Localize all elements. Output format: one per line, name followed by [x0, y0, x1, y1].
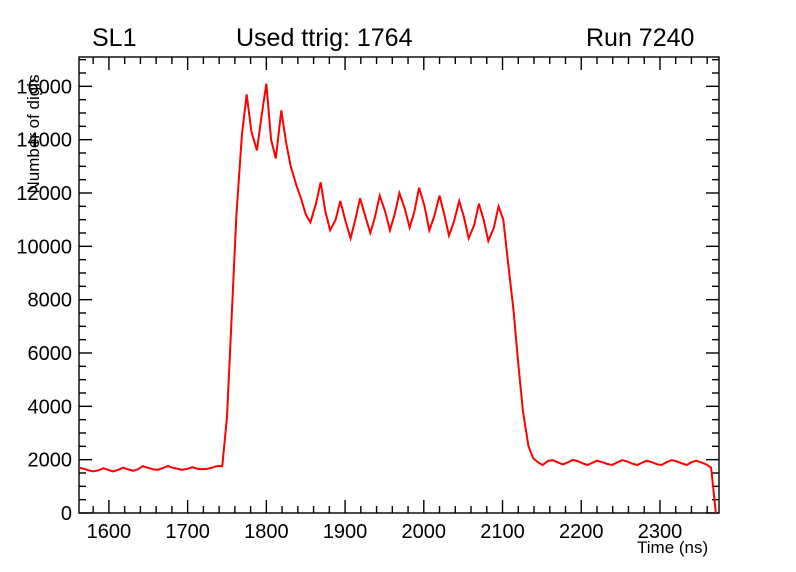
- svg-text:2000: 2000: [28, 450, 73, 472]
- data-series-digis: [78, 83, 717, 514]
- svg-text:2000: 2000: [402, 521, 447, 543]
- svg-text:4000: 4000: [28, 396, 73, 418]
- svg-text:2100: 2100: [480, 521, 525, 543]
- svg-text:0: 0: [61, 503, 72, 525]
- svg-text:16000: 16000: [16, 76, 72, 98]
- chart-title: Used ttrig: 1764: [236, 24, 413, 52]
- svg-text:12000: 12000: [16, 183, 72, 205]
- x-axis-ticks: [92, 57, 708, 513]
- y-axis-tick-labels: 0 2000 4000 6000 8000 10000 12000 14000 16000: [16, 76, 72, 525]
- chart-header-right: Run 7240: [586, 24, 695, 52]
- svg-text:14000: 14000: [16, 130, 72, 152]
- svg-text:2300: 2300: [638, 521, 683, 543]
- svg-text:1900: 1900: [323, 521, 368, 543]
- svg-text:1600: 1600: [87, 521, 132, 543]
- y-axis-ticks: [79, 58, 719, 514]
- svg-text:10000: 10000: [16, 236, 72, 258]
- svg-text:1700: 1700: [165, 521, 210, 543]
- plot-frame: [78, 56, 720, 514]
- svg-text:6000: 6000: [28, 343, 73, 365]
- svg-text:1800: 1800: [244, 521, 289, 543]
- chart-header-left: SL1: [92, 24, 137, 52]
- x-axis-label: Time (ns): [637, 538, 709, 557]
- svg-text:2200: 2200: [559, 521, 604, 543]
- x-axis-tick-labels: 1600 1700 1800 1900 2000 2100 2200 2300: [87, 521, 683, 543]
- svg-text:8000: 8000: [28, 290, 73, 312]
